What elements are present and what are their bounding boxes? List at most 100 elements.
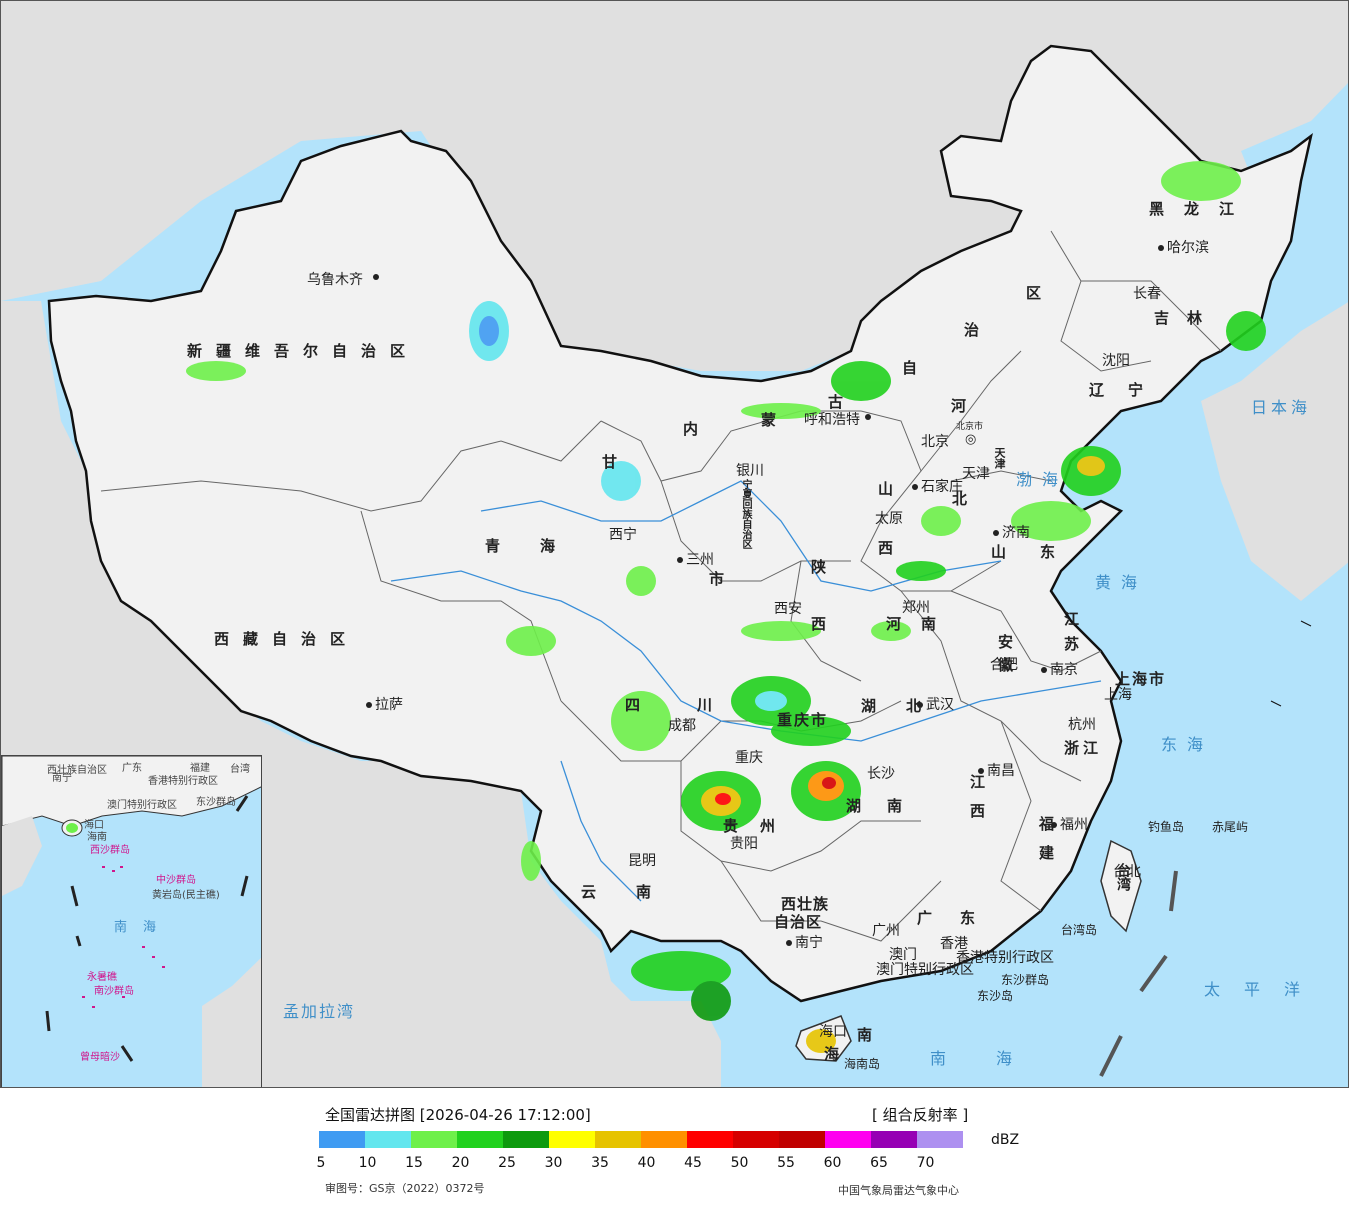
legend-swatch — [549, 1131, 595, 1148]
city-xian-label: 西安 — [774, 601, 802, 617]
island-taiwan: 台湾岛 — [1061, 923, 1098, 937]
legend-tick-label: 20 — [451, 1155, 470, 1171]
city-taipei-label: 台北 — [1113, 864, 1141, 880]
city-nanning-label: 南宁 — [795, 935, 823, 951]
legend-swatch — [733, 1131, 779, 1148]
region-qinghai: 青海 — [485, 537, 596, 555]
legend-title: 全国雷达拼图 [2026-04-26 17:12:00] — [325, 1106, 591, 1124]
inset-macau: 澳门特别行政区 — [107, 800, 177, 811]
island-hainan: 海南岛 — [844, 1057, 881, 1071]
region-guangdong: 广东 — [917, 909, 1004, 927]
inset-zhongsha: 中沙群岛 — [156, 875, 196, 886]
region-xizang: 西藏自治区 — [214, 630, 360, 648]
sea-japan: 日本海 — [1251, 398, 1312, 417]
city-lanzhou-label: 三州 — [686, 552, 714, 568]
inset-taiwan: 台湾 — [230, 764, 250, 775]
city-hk-sar-label: 香港特别行政区 — [956, 950, 1054, 966]
legend-tick-label: 35 — [591, 1155, 609, 1171]
city-jinan: 济南 — [993, 522, 1030, 542]
legend-swatch — [917, 1131, 963, 1148]
region-neimenggu-5: 治 — [964, 321, 994, 339]
city-taiyuan-label: 太原 — [875, 511, 903, 527]
city-haikou-label: 海口 — [819, 1024, 847, 1040]
inset-fujian: 福建 — [190, 763, 210, 774]
city-macau-label: 澳门 — [889, 947, 917, 963]
city-wuhan-label: 武汉 — [926, 697, 954, 713]
legend-tick-label: 25 — [498, 1155, 516, 1171]
city-yinchuan-label: 银川 — [736, 463, 764, 479]
region-neimenggu-6: 区 — [1026, 284, 1056, 302]
legend-swatch — [319, 1131, 365, 1148]
region-taiwan: 台湾 — [1115, 863, 1131, 891]
city-wuhan: 武汉 — [917, 694, 954, 714]
legend-swatch — [595, 1131, 641, 1148]
city-nanchang: 南昌 — [978, 760, 1015, 780]
legend-tick-label: 55 — [777, 1155, 795, 1171]
city-tianjin-label: 天津 — [962, 466, 990, 482]
region-guizhou: 贵州 — [723, 817, 798, 835]
city-guiyang-label: 贵阳 — [730, 836, 758, 852]
city-shanghai-label: 上海 — [1104, 687, 1132, 703]
city-shijiazhuang: 石家庄 — [912, 476, 963, 496]
city-changchun-label: 长春 — [1133, 286, 1161, 302]
legend-unit: dBZ — [991, 1132, 1020, 1148]
city-guangzhou-label: 广州 — [872, 923, 900, 939]
region-shanghai: 上海市 — [1115, 670, 1167, 688]
legend-product: [ 组合反射率 ] — [872, 1106, 969, 1124]
city-nanning: 南宁 — [786, 932, 823, 952]
region-zhejiang: 浙江 — [1064, 739, 1103, 757]
city-lhasa: 拉萨 — [366, 694, 403, 714]
region-ningxia: 宁夏回族自治区 — [740, 479, 751, 549]
legend-tick-label: 10 — [358, 1155, 377, 1171]
city-chongqing-label: 重庆 — [735, 750, 763, 766]
city-nanchang-label: 南昌 — [987, 763, 1015, 779]
region-jilin: 吉林 — [1154, 309, 1221, 327]
inset-xisha: 西沙群岛 — [90, 845, 130, 856]
city-fuzhou-label: 福州 — [1060, 817, 1088, 833]
city-kunming-label: 昆明 — [628, 853, 656, 869]
region-neimenggu-2: 蒙 — [761, 411, 791, 429]
legend-tick-label: 5 — [316, 1155, 326, 1171]
legend-swatch — [687, 1131, 733, 1148]
inset-nansha: 南沙群岛 — [94, 986, 134, 997]
legend-swatch — [457, 1131, 503, 1148]
region-shanxi-1: 山 — [878, 480, 908, 498]
region-jiangsu: 江苏 — [1062, 611, 1080, 661]
city-urumqi-dot — [373, 269, 382, 285]
inset-huangyan: 黄岩岛(民主礁) — [152, 890, 220, 901]
sea-bohai: 渤海 — [1016, 470, 1069, 489]
approval-number: 审图号：GS京（2022）0372号 — [325, 1182, 485, 1195]
city-urumqi-label: 乌鲁木齐 — [307, 272, 363, 288]
city-nanjing-label: 南京 — [1050, 662, 1078, 678]
island-diaoyu: 钓鱼岛 — [1148, 820, 1185, 834]
sea-east: 东海 — [1161, 735, 1214, 754]
inset-guangdong: 广东 — [122, 763, 142, 774]
region-jiangxi: 江西 — [968, 774, 986, 832]
city-beijing-city-label: 北京市 — [956, 422, 984, 432]
island-chiwei: 赤尾屿 — [1212, 820, 1249, 834]
city-shenyang-label: 沈阳 — [1102, 353, 1130, 369]
south-china-sea-inset: 西壮族自治区 广东 福建 台湾 南宁 香港特别行政区 澳门特别行政区 东沙群岛 … — [1, 755, 262, 1087]
legend-panel: 全国雷达拼图 [2026-04-26 17:12:00] [ 组合反射率 ] d… — [0, 1088, 1349, 1208]
region-hainan: 南 — [857, 1026, 887, 1044]
city-hongkong-label: 香港 — [940, 936, 968, 952]
region-chongqing: 重庆市 — [777, 711, 829, 729]
island-dongsha-2: 东沙岛 — [977, 989, 1014, 1003]
city-harbin: 哈尔滨 — [1158, 237, 1209, 257]
city-macau-sar-label: 澳门特别行政区 — [876, 962, 974, 978]
legend-swatch — [641, 1131, 687, 1148]
radar-echoes — [186, 161, 1266, 1053]
region-guangxi-1: 西壮族 — [781, 895, 830, 913]
city-fuzhou: 福州 — [1051, 814, 1088, 834]
sea-south: 南海 — [930, 1049, 1063, 1068]
inset-south-sea: 南海 — [114, 920, 173, 935]
region-tianjin: 天津 — [993, 447, 1006, 469]
region-sichuan-2: 川 — [697, 696, 727, 714]
legend-tick-label: 30 — [544, 1155, 563, 1171]
city-hangzhou-label: 杭州 — [1068, 717, 1096, 733]
legend-tick-label: 40 — [637, 1155, 656, 1171]
city-changsha-label: 长沙 — [867, 766, 895, 782]
region-shaanxi-1: 陕 — [811, 558, 841, 576]
legend-swatch — [779, 1131, 825, 1148]
radar-map: 新疆维吾尔自治区 西藏自治区 青海 甘 市 内 蒙 古 自 治 区 黑龙江 吉林… — [0, 0, 1349, 1088]
